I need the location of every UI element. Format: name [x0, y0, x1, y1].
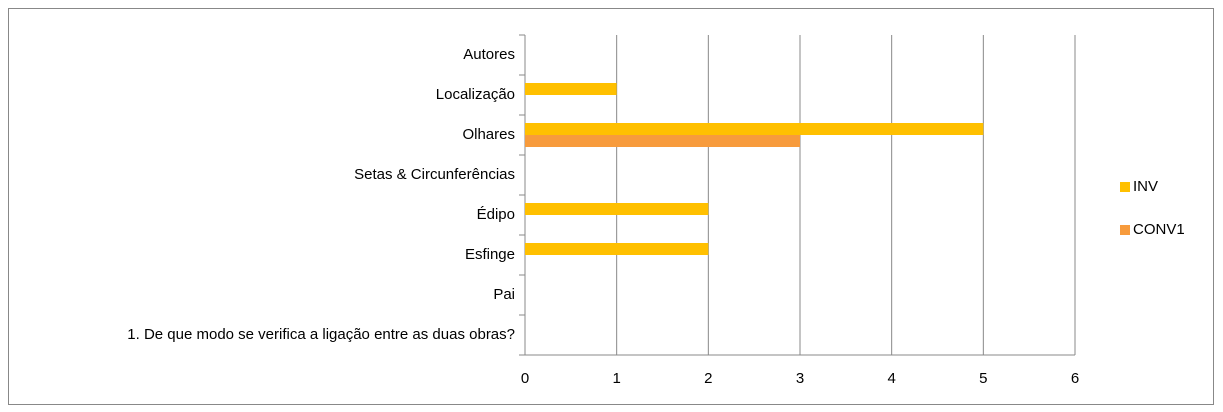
- y-tick-label: 1. De que modo se verifica a ligação ent…: [127, 326, 515, 343]
- legend-swatch: [1120, 225, 1130, 235]
- y-tick-label: Setas & Circunferências: [354, 166, 515, 183]
- bar: [525, 243, 709, 255]
- bar: [525, 83, 617, 95]
- bar: [525, 135, 800, 147]
- x-tick-label: 3: [796, 370, 804, 387]
- x-tick-label: 2: [704, 370, 712, 387]
- y-tick-label: Olhares: [462, 126, 515, 143]
- y-tick-label: Édipo: [477, 206, 515, 223]
- y-tick-label: Autores: [463, 46, 515, 63]
- legend-label: INV: [1133, 178, 1158, 195]
- x-tick-label: 6: [1071, 370, 1079, 387]
- bar: [525, 123, 984, 135]
- x-tick-label: 0: [521, 370, 529, 387]
- legend-swatch: [1120, 182, 1130, 192]
- x-tick-label: 4: [887, 370, 895, 387]
- x-tick-label: 5: [979, 370, 987, 387]
- legend-label: CONV1: [1133, 221, 1185, 238]
- y-tick-label: Esfinge: [465, 246, 515, 263]
- bar: [525, 203, 709, 215]
- y-tick-label: Localização: [436, 86, 515, 103]
- y-tick-label: Pai: [493, 286, 515, 303]
- x-tick-label: 1: [612, 370, 620, 387]
